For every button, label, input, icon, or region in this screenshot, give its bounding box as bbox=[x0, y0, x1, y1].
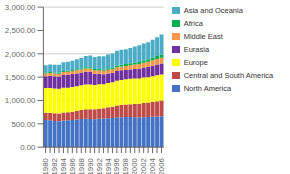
html-text:Central and South America: Central and South America bbox=[183, 71, 274, 80]
svg-text:1982: 1982 bbox=[50, 158, 59, 174]
svg-text:1980: 1980 bbox=[41, 157, 50, 174]
svg-text:1,500.00: 1,500.00 bbox=[8, 73, 36, 82]
html-text:Middle East: Middle East bbox=[183, 32, 223, 41]
html-text:Europe: Europe bbox=[183, 58, 208, 67]
svg-text:1994: 1994 bbox=[104, 157, 113, 174]
svg-text:2000: 2000 bbox=[130, 157, 139, 174]
svg-text:1996: 1996 bbox=[112, 157, 121, 174]
svg-text:2,500.00: 2,500.00 bbox=[8, 26, 36, 35]
html-text:North America: North America bbox=[183, 84, 232, 93]
svg-text:3,000.00: 3,000.00 bbox=[8, 3, 36, 12]
svg-text:2002: 2002 bbox=[139, 158, 148, 174]
svg-text:1988: 1988 bbox=[77, 157, 86, 174]
svg-text:1998: 1998 bbox=[121, 157, 130, 174]
svg-text:2004: 2004 bbox=[148, 157, 157, 174]
html-text:Africa: Africa bbox=[183, 19, 203, 28]
html-text:Asia and Oceania: Asia and Oceania bbox=[183, 6, 243, 15]
svg-text:0.00: 0.00 bbox=[20, 143, 36, 152]
html-text:Eurasia: Eurasia bbox=[183, 45, 210, 54]
svg-text:1,000.00: 1,000.00 bbox=[8, 96, 36, 105]
svg-text:2006: 2006 bbox=[157, 157, 166, 174]
svg-text:1992: 1992 bbox=[95, 158, 104, 174]
svg-text:2,000.00: 2,000.00 bbox=[8, 50, 36, 59]
svg-text:1990: 1990 bbox=[86, 157, 95, 174]
svg-text:500.00: 500.00 bbox=[11, 120, 36, 129]
svg-text:1984: 1984 bbox=[59, 157, 68, 174]
svg-text:1986: 1986 bbox=[68, 157, 77, 174]
